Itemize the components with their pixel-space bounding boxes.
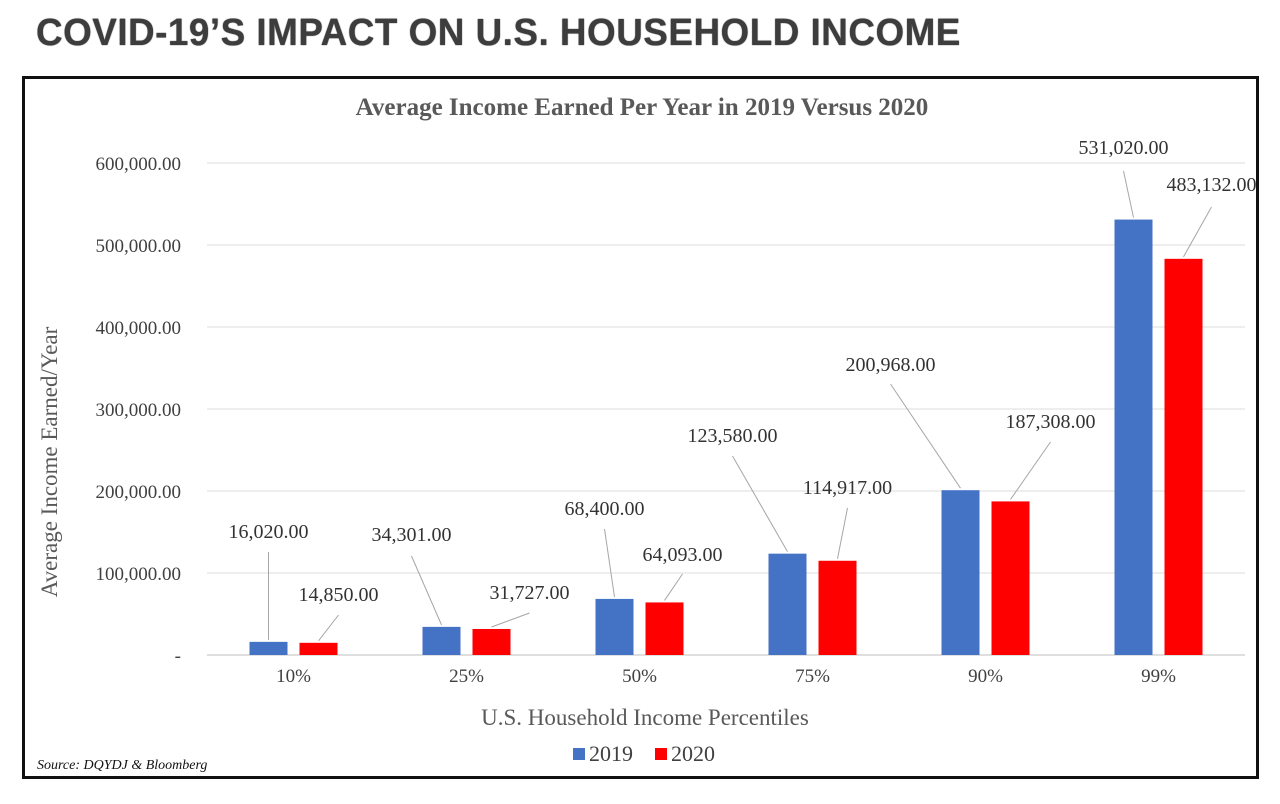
leader-line <box>732 455 788 552</box>
leader-line <box>491 612 530 628</box>
x-tick-label: 99% <box>1141 666 1176 687</box>
x-axis-label: U.S. Household Income Percentiles <box>481 705 809 730</box>
bar-2019-99pct <box>1114 219 1153 655</box>
data-label: 31,727.00 <box>490 582 570 604</box>
leader-line <box>411 555 442 626</box>
x-tick-label: 25% <box>449 666 484 687</box>
label-leader-lines <box>268 170 1212 642</box>
leader-line <box>837 507 848 559</box>
y-axis-label: Average Income Earned/Year <box>37 326 62 597</box>
data-label: 187,308.00 <box>1006 411 1096 433</box>
legend-swatch-2019 <box>573 748 585 760</box>
y-tick-label: 400,000.00 <box>96 318 182 339</box>
legend-label-2019: 2019 <box>589 741 633 766</box>
legend: 2019 2020 <box>573 741 715 766</box>
x-tick-label: 10% <box>276 666 311 687</box>
data-label: 34,301.00 <box>372 524 452 546</box>
x-tick-label: 50% <box>622 666 657 687</box>
bar-2020-10pct <box>299 642 338 655</box>
y-axis-ticks: - 100,000.00 200,000.00 300,000.00 400,000.0… <box>96 154 182 667</box>
data-labels: 16,020.00 14,850.00 34,301.00 31,727.00 68,4… <box>229 137 1257 606</box>
data-label: 483,132.00 <box>1167 174 1257 196</box>
y-tick-label: 300,000.00 <box>96 400 182 421</box>
legend-label-2020: 2020 <box>671 741 715 766</box>
bar-2020-75pct <box>818 560 857 655</box>
data-label: 123,580.00 <box>688 425 778 447</box>
bar-2020-90pct <box>991 501 1030 655</box>
data-label: 16,020.00 <box>229 521 309 543</box>
bar-2019-90pct <box>941 490 980 655</box>
leader-line <box>1123 170 1134 218</box>
data-label: 114,917.00 <box>803 477 892 499</box>
bar-2020-50pct <box>645 602 684 655</box>
x-tick-label: 90% <box>968 666 1003 687</box>
chart-title: Average Income Earned Per Year in 2019 V… <box>356 94 929 121</box>
bar-chart: Average Income Earned Per Year in 2019 V… <box>37 94 1257 773</box>
leader-line <box>890 383 961 489</box>
legend-swatch-2020 <box>655 748 667 760</box>
bar-2019-50pct <box>595 598 634 655</box>
leader-line <box>604 528 615 597</box>
leader-line <box>664 573 683 601</box>
data-label: 14,850.00 <box>299 584 379 606</box>
bars <box>249 219 1203 655</box>
data-label: 200,968.00 <box>846 354 936 376</box>
leader-line <box>318 614 339 642</box>
bar-2020-25pct <box>472 628 511 655</box>
data-label: 64,093.00 <box>643 544 723 566</box>
y-tick-label: 100,000.00 <box>96 564 182 585</box>
data-label: 531,020.00 <box>1079 137 1169 159</box>
x-tick-label: 75% <box>795 666 830 687</box>
bar-2019-25pct <box>422 626 461 655</box>
bar-2019-75pct <box>768 553 807 655</box>
leader-line <box>1010 441 1051 500</box>
gridlines <box>207 162 1245 656</box>
y-tick-label: 600,000.00 <box>96 154 182 175</box>
y-tick-label: - <box>175 646 181 667</box>
leader-line <box>1183 206 1212 258</box>
bar-2019-10pct <box>249 641 288 655</box>
y-tick-label: 500,000.00 <box>96 236 182 257</box>
chart-frame: Average Income Earned Per Year in 2019 V… <box>22 76 1259 779</box>
page-title: COVID-19’S IMPACT ON U.S. HOUSEHOLD INCO… <box>36 12 961 54</box>
bar-2020-99pct <box>1164 258 1203 655</box>
x-axis-ticks: 10% 25% 50% 75% 90% 99% <box>276 666 1176 687</box>
y-tick-label: 200,000.00 <box>96 482 182 503</box>
data-label: 68,400.00 <box>565 498 645 520</box>
source-note: Source: DQYDJ & Bloomberg <box>37 758 207 773</box>
